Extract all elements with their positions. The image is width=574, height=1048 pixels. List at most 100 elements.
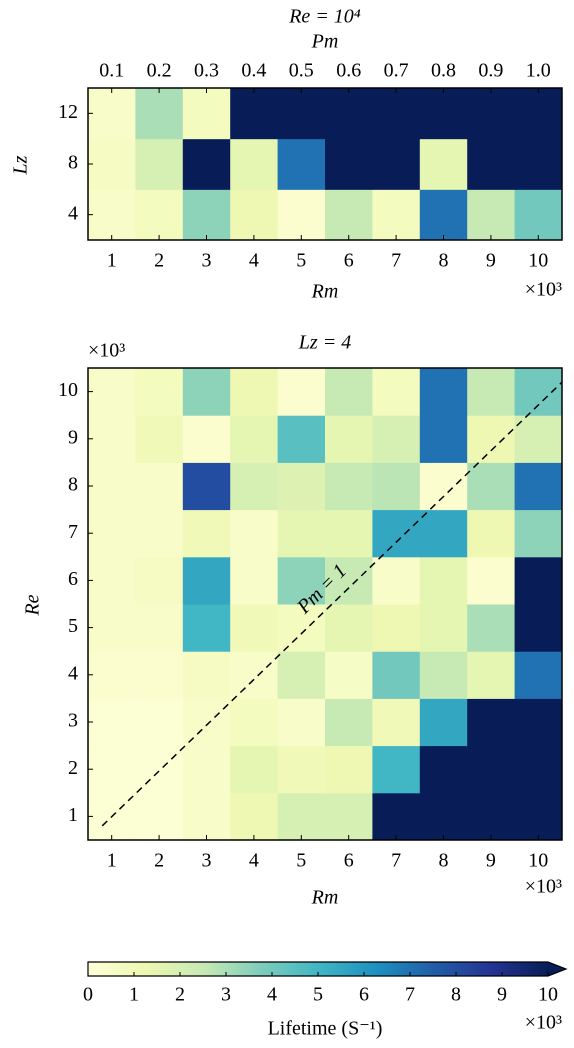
heatmap-cell [230, 792, 279, 841]
heatmap-cell [372, 462, 421, 511]
x-tick-label: 3 [202, 250, 212, 272]
heatmap-cell [372, 556, 421, 605]
heatmap-cell [372, 651, 421, 699]
x-offset: ×10³ [525, 279, 562, 301]
heatmap-cell [182, 651, 231, 699]
heatmap-cell [372, 792, 421, 841]
x-tick-label: 1 [107, 250, 117, 272]
heatmap-cell [230, 415, 279, 463]
x-tick-label: 10 [528, 250, 548, 272]
heatmap-cell [467, 138, 516, 190]
heatmap-cell [514, 792, 563, 841]
heatmap-cell [325, 604, 373, 652]
heatmap-cell [230, 88, 279, 140]
heatmap-cell [88, 415, 136, 463]
heatmap-cell [325, 462, 373, 511]
heatmap-cell [277, 189, 326, 241]
heatmap-cell [467, 88, 516, 140]
y-axis-label: Lz [10, 155, 32, 175]
heatmap-cell [230, 368, 279, 416]
x-axis-label: Rm [311, 281, 339, 303]
y-offset: ×10³ [88, 340, 125, 362]
heatmap-cell [230, 745, 279, 794]
heatmap-cell [135, 509, 184, 558]
heatmap-cell [514, 509, 563, 558]
heatmap-cell [182, 368, 231, 416]
top-tick-label: 0.5 [289, 60, 314, 82]
heatmap-cell [277, 509, 326, 558]
y-tick-label: 10 [58, 379, 78, 401]
heatmap-cell [325, 189, 373, 241]
heatmap-cell [325, 368, 373, 416]
heatmap-cell [230, 556, 279, 605]
x-tick-label: 2 [154, 850, 164, 872]
heatmap-cell [372, 745, 421, 794]
y-tick-label: 4 [68, 202, 78, 224]
heatmap-cell [88, 368, 136, 416]
x-tick-label: 3 [202, 850, 212, 872]
colorbar-tick-label: 2 [175, 984, 185, 1006]
heatmap-cell [88, 88, 136, 140]
x-offset: ×10³ [525, 876, 562, 898]
heatmap-cell [88, 651, 136, 699]
heatmap-cell [514, 415, 563, 463]
y-tick-label: 1 [68, 804, 78, 826]
heatmap-cell [88, 189, 136, 241]
top-tick-label: 0.6 [336, 60, 361, 82]
colorbar-tick-label: 10 [538, 984, 558, 1006]
heatmap-cell [182, 189, 231, 241]
colorbar-offset: ×10³ [525, 1012, 562, 1034]
heatmap-cell [419, 509, 468, 558]
heatmap-cell [88, 698, 136, 747]
colorbar-tick-label: 6 [359, 984, 369, 1006]
x-tick-label: 9 [486, 250, 496, 272]
heatmap-cell [277, 368, 326, 416]
heatmap-cell [467, 368, 516, 416]
heatmap-cell [230, 138, 279, 190]
heatmap-cell [514, 604, 563, 652]
heatmap-cell [135, 745, 184, 794]
heatmap-cell [514, 462, 563, 511]
y-tick-label: 7 [68, 521, 78, 543]
colorbar-tick-label: 4 [267, 984, 277, 1006]
heatmap-cell [277, 138, 326, 190]
heatmap-cell [419, 462, 468, 511]
x-tick-label: 5 [296, 850, 306, 872]
y-tick-label: 8 [68, 152, 78, 174]
heatmap-cell [277, 792, 326, 841]
colorbar-tick-label: 0 [83, 984, 93, 1006]
heatmap-cell [419, 792, 468, 841]
x-tick-label: 8 [439, 250, 449, 272]
y-tick-label: 2 [68, 757, 78, 779]
heatmap-cell [182, 745, 231, 794]
heatmap-cell [514, 189, 563, 241]
heatmap-cell [230, 509, 279, 558]
heatmap-cell [135, 651, 184, 699]
heatmap-cell [88, 556, 136, 605]
heatmap-cell [277, 745, 326, 794]
y-axis-label: Re [22, 594, 44, 616]
colorbar-tick-label: 3 [221, 984, 231, 1006]
y-tick-label: 8 [68, 474, 78, 496]
heatmap-cell [135, 698, 184, 747]
heatmap-cell [135, 604, 184, 652]
y-tick-label: 12 [58, 101, 78, 123]
top-tick-label: 0.8 [431, 60, 456, 82]
heatmap-cell [419, 698, 468, 747]
heatmap-cell [514, 138, 563, 190]
heatmap-cell [372, 368, 421, 416]
x-tick-label: 8 [439, 850, 449, 872]
heatmap-cell [277, 462, 326, 511]
x-tick-label: 7 [391, 850, 401, 872]
heatmap-cell [419, 604, 468, 652]
x-tick-label: 5 [296, 250, 306, 272]
heatmap-cell [514, 368, 563, 416]
heatmap-cell [467, 651, 516, 699]
top-axis-label: Pm [311, 31, 339, 53]
colorbar-extension [548, 962, 566, 976]
y-tick-label: 6 [68, 568, 78, 590]
heatmap-cell [514, 698, 563, 747]
heatmap-cell [467, 415, 516, 463]
heatmap-cell [325, 651, 373, 699]
